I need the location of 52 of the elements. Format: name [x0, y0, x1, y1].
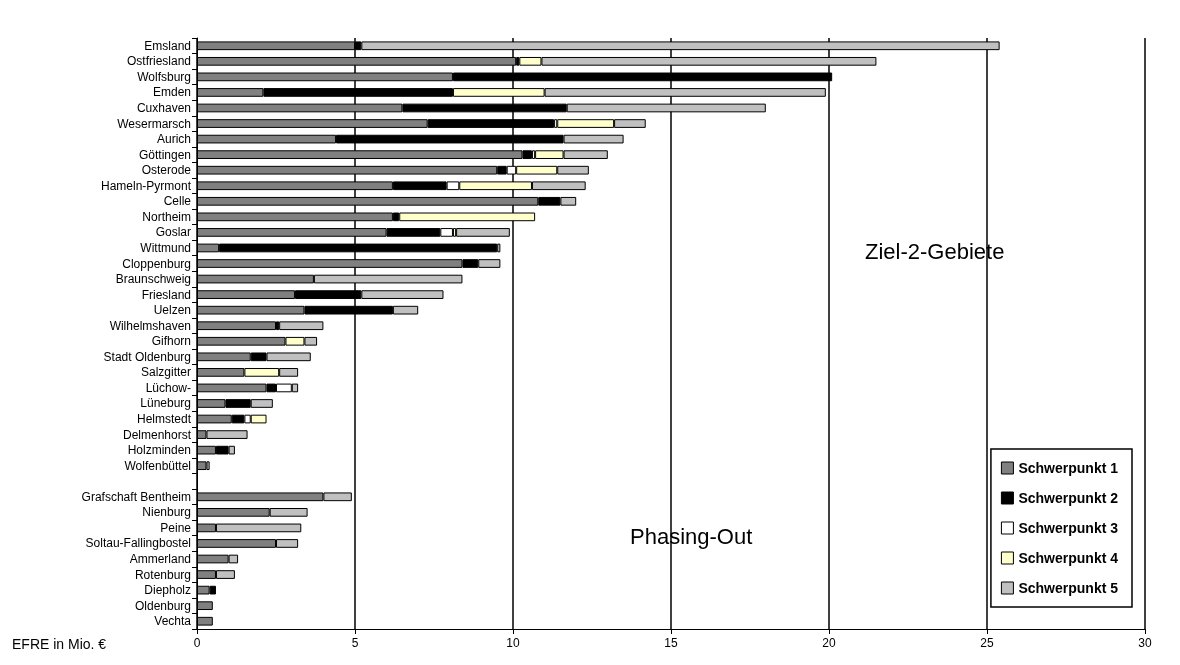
y-tick-label: Uelzen	[153, 303, 191, 318]
x-tick-label: 30	[1138, 636, 1152, 650]
y-tick-label: Diepholz	[144, 583, 191, 598]
y-tick-label: Rotenburg	[134, 567, 191, 582]
y-tick-label: Soltau-Fallingbostel	[85, 536, 191, 551]
y-tick-label: Salzgitter	[140, 365, 191, 380]
x-tick-label: 5	[351, 636, 359, 650]
x-axis-title: EFRE in Mio. €	[12, 636, 107, 652]
y-tick-label: Nienburg	[142, 505, 191, 520]
y-tick-label: Göttingen	[138, 147, 191, 162]
y-tick-label: Cloppenburg	[122, 256, 191, 271]
x-tick-label: 0	[193, 636, 201, 650]
y-tick-label: Osterode	[141, 163, 192, 178]
y-tick-label: Wolfsburg	[137, 69, 191, 84]
y-tick-label: Lüchow-	[145, 380, 191, 395]
y-tick-label: Delmenhorst	[122, 427, 192, 442]
y-tick-label: Grafschaft Bentheim	[81, 489, 191, 504]
y-tick-label: Wesermarsch	[117, 116, 191, 131]
y-tick-label: Hameln-Pyrmont	[100, 178, 192, 193]
legend-label: Schwerpunkt 4	[1018, 550, 1119, 566]
y-tick-label: Wilhelmshaven	[109, 318, 191, 333]
x-tick-label: 15	[664, 636, 678, 650]
legend-label: Schwerpunkt 2	[1018, 490, 1119, 506]
y-tick-label: Wolfenbüttel	[124, 458, 191, 473]
y-tick-label: Braunschweig	[115, 272, 191, 287]
bar	[456, 228, 510, 237]
y-tick-label: Ammerland	[129, 552, 191, 567]
y-tick-label: Emsland	[144, 38, 191, 53]
legend-label: Schwerpunkt 5	[1018, 580, 1119, 596]
y-tick-label: Cuxhaven	[136, 100, 191, 115]
x-tick-label: 25	[980, 636, 994, 650]
y-tick-label: Aurich	[156, 132, 191, 147]
legend-label: Schwerpunkt 1	[1018, 460, 1119, 476]
y-tick-label: Holzminden	[127, 443, 191, 458]
legend-label: Schwerpunkt 3	[1018, 520, 1119, 536]
y-tick-label: Northeim	[142, 209, 191, 224]
y-tick-label: Ostfriesland	[126, 54, 191, 69]
x-tick-label: 10	[506, 636, 520, 650]
y-tick-label: Peine	[160, 520, 192, 535]
y-tick-label: Celle	[163, 194, 192, 209]
x-tick-label: 20	[822, 636, 836, 650]
y-tick-label: Friesland	[141, 287, 191, 302]
bar	[279, 321, 324, 331]
y-tick-label: Oldenburg	[134, 598, 191, 613]
y-tick-label: Lüneburg	[140, 396, 191, 411]
y-tick-label: Gifhorn	[151, 334, 191, 349]
y-tick-label: Stadt Oldenburg	[103, 349, 191, 364]
y-tick-label: Goslar	[155, 225, 191, 240]
y-tick-label: Wittmund	[140, 240, 191, 255]
y-tick-label: Emden	[152, 85, 191, 100]
y-tick-label: Vechta	[154, 614, 192, 629]
y-tick-label: Helmstedt	[136, 412, 192, 427]
